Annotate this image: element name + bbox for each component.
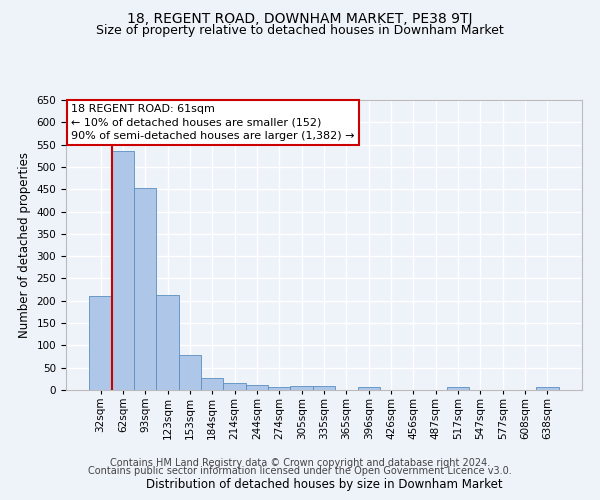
Bar [268,387,290,390]
Bar [134,188,157,390]
Bar [179,355,201,390]
Bar [157,296,179,390]
Text: Contains public sector information licensed under the Open Government Licence v3: Contains public sector information licen… [88,466,512,476]
Bar [447,388,469,390]
Bar [246,384,268,390]
Text: 18 REGENT ROAD: 61sqm
← 10% of detached houses are smaller (152)
90% of semi-det: 18 REGENT ROAD: 61sqm ← 10% of detached … [71,104,355,141]
Bar [89,296,112,390]
Bar [536,388,559,390]
Bar [201,378,223,390]
Text: Size of property relative to detached houses in Downham Market: Size of property relative to detached ho… [96,24,504,37]
Bar [290,386,313,390]
Text: Contains HM Land Registry data © Crown copyright and database right 2024.: Contains HM Land Registry data © Crown c… [110,458,490,468]
Bar [358,387,380,390]
Text: 18, REGENT ROAD, DOWNHAM MARKET, PE38 9TJ: 18, REGENT ROAD, DOWNHAM MARKET, PE38 9T… [127,12,473,26]
Y-axis label: Number of detached properties: Number of detached properties [18,152,31,338]
Bar [313,386,335,390]
X-axis label: Distribution of detached houses by size in Downham Market: Distribution of detached houses by size … [146,478,502,491]
Bar [223,384,246,390]
Bar [112,152,134,390]
